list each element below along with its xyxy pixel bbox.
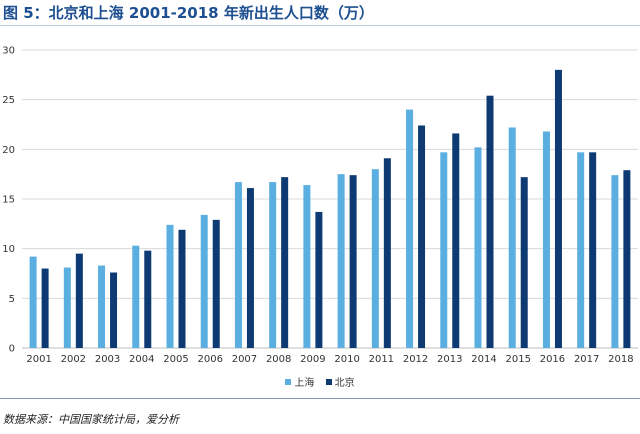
x-tick-label: 2018 xyxy=(608,354,633,365)
bar-beijing-2001 xyxy=(41,268,49,348)
legend-item-shanghai: 上海 xyxy=(285,374,314,389)
bar-beijing-2014 xyxy=(486,95,494,349)
legend-label-beijing: 北京 xyxy=(334,378,355,389)
bar-shanghai-2007 xyxy=(234,182,242,348)
bar-shanghai-2015 xyxy=(508,127,516,348)
x-tick-label: 2008 xyxy=(266,354,291,365)
bar-shanghai-2013 xyxy=(440,152,448,348)
bar-beijing-2013 xyxy=(452,133,460,348)
bar-shanghai-2014 xyxy=(474,147,482,348)
y-tick-label: 30 xyxy=(2,46,15,57)
bar-shanghai-2008 xyxy=(269,182,277,348)
x-axis-ticks: 2001 2002 2003 2004 2005 2006 2007 2008 2009 2010… xyxy=(26,354,633,365)
legend: 上海 北京 xyxy=(0,374,640,389)
x-tick-label: 2017 xyxy=(574,354,599,365)
x-tick-label: 2003 xyxy=(95,354,120,365)
bar-shanghai-2005 xyxy=(166,224,174,348)
legend-label-shanghai: 上海 xyxy=(294,378,315,389)
source-note: 数据来源：中国国家统计局，爱分析 xyxy=(3,413,179,426)
bar-beijing-2006 xyxy=(212,219,220,348)
bars xyxy=(29,69,631,349)
x-tick-label: 2006 xyxy=(197,354,222,365)
x-tick-label: 2012 xyxy=(403,354,428,365)
title-divider xyxy=(0,25,640,26)
bar-beijing-2009 xyxy=(315,211,323,348)
gridlines xyxy=(22,49,638,349)
y-tick-label: 5 xyxy=(9,294,15,305)
x-tick-label: 2011 xyxy=(369,354,394,365)
bar-beijing-2012 xyxy=(418,125,426,348)
x-tick-label: 2004 xyxy=(129,354,154,365)
bar-shanghai-2012 xyxy=(406,109,414,348)
bar-beijing-2018 xyxy=(623,170,631,348)
legend-swatch-shanghai xyxy=(285,378,292,385)
bar-shanghai-2001 xyxy=(29,256,37,348)
bar-beijing-2010 xyxy=(349,175,357,348)
footer-divider xyxy=(0,398,640,399)
bar-shanghai-2006 xyxy=(200,214,208,348)
y-tick-label: 10 xyxy=(2,244,15,255)
bar-beijing-2005 xyxy=(178,229,186,348)
bar-shanghai-2011 xyxy=(371,169,379,348)
bar-beijing-2016 xyxy=(554,69,562,348)
legend-item-beijing: 北京 xyxy=(325,374,355,389)
x-tick-label: 2013 xyxy=(437,354,462,365)
bar-shanghai-2002 xyxy=(63,267,71,348)
x-tick-label: 2002 xyxy=(61,354,86,365)
bar-shanghai-2009 xyxy=(303,185,311,348)
bar-shanghai-2017 xyxy=(577,152,585,348)
bar-beijing-2008 xyxy=(281,177,289,348)
bar-beijing-2002 xyxy=(75,253,83,348)
bar-shanghai-2003 xyxy=(98,265,106,348)
y-tick-label: 15 xyxy=(2,195,15,206)
bar-shanghai-2010 xyxy=(337,174,345,348)
bar-shanghai-2016 xyxy=(542,131,550,348)
bar-shanghai-2018 xyxy=(611,175,619,348)
x-tick-label: 2007 xyxy=(232,354,257,365)
x-tick-label: 2014 xyxy=(471,354,496,365)
y-tick-label: 20 xyxy=(2,145,15,156)
bar-beijing-2017 xyxy=(589,152,597,348)
legend-swatch-beijing xyxy=(325,378,332,385)
x-tick-label: 2009 xyxy=(300,354,325,365)
bar-beijing-2015 xyxy=(520,177,528,348)
x-tick-label: 2005 xyxy=(163,354,188,365)
bar-beijing-2007 xyxy=(246,188,254,348)
bar-shanghai-2004 xyxy=(132,245,140,348)
x-tick-label: 2001 xyxy=(26,354,51,365)
x-tick-label: 2010 xyxy=(334,354,359,365)
bar-beijing-2004 xyxy=(144,250,152,348)
y-tick-label: 25 xyxy=(2,95,15,106)
y-tick-label: 0 xyxy=(9,344,15,355)
x-tick-label: 2016 xyxy=(540,354,565,365)
y-axis-ticks: 0 5 10 15 20 25 30 xyxy=(2,46,15,355)
chart-title: 图 5：北京和上海 2001-2018 年新出生人口数（万） xyxy=(3,4,374,22)
bar-beijing-2003 xyxy=(110,272,118,348)
x-tick-label: 2015 xyxy=(505,354,530,365)
bar-beijing-2011 xyxy=(383,158,391,348)
